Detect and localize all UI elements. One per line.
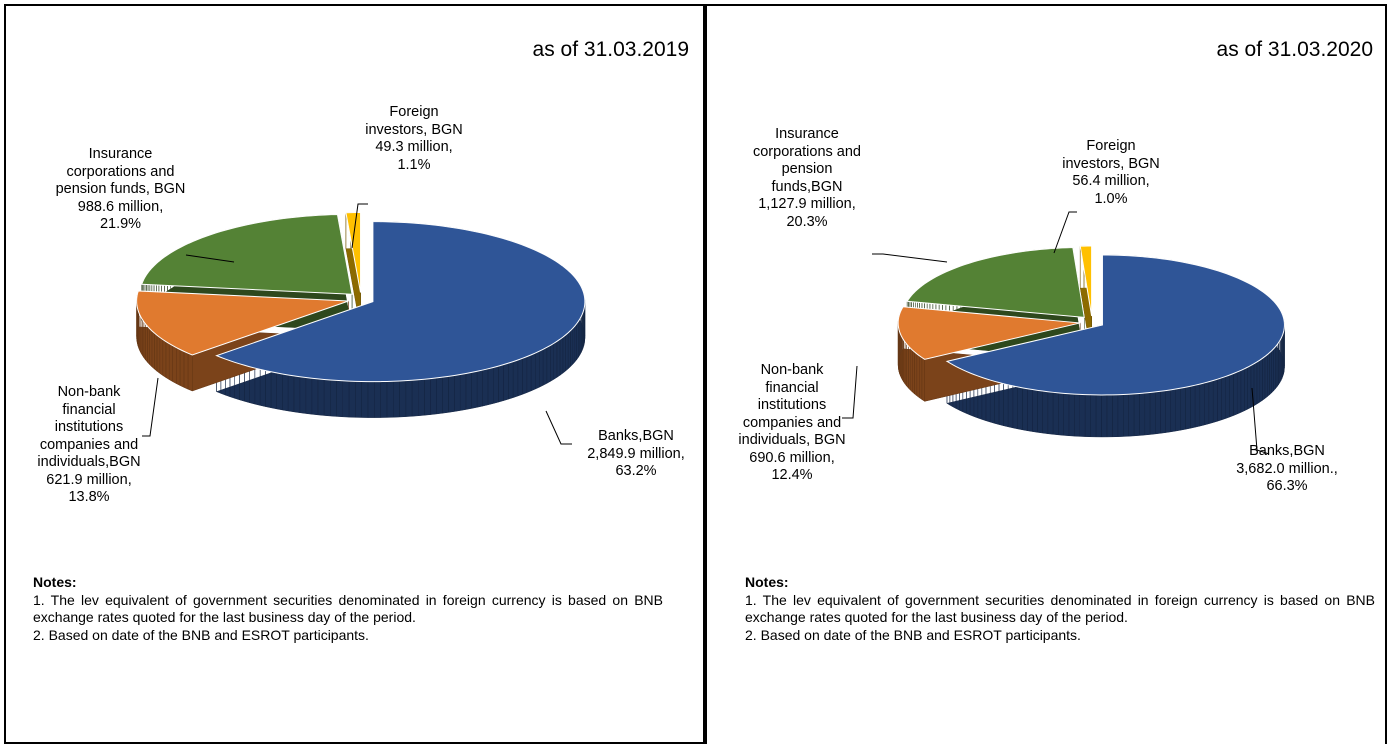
amount-label: 49.3 million, [375, 139, 453, 155]
leader-lines [142, 203, 572, 445]
amount-label: 56.4 million, [1072, 173, 1150, 189]
slice-label: Banks,BGN 3,682.0 million., 66.3% [1217, 443, 1357, 496]
category-label: Non-bank financial institutions companie… [738, 362, 846, 448]
amount-label: 3,682.0 million., [1236, 460, 1338, 477]
note: 1. The lev equivalent of government secu… [33, 591, 663, 626]
value-label: 63.2% [615, 463, 657, 479]
category-label: Insurance corporations and pension funds… [55, 146, 186, 197]
value-label: 21.9% [99, 216, 142, 232]
chart-title: as of 31.03.2020 [1216, 38, 1373, 61]
notes-heading: Notes: [33, 574, 77, 590]
slice-label: Non-bank financial institutions companie… [717, 362, 867, 485]
note: 2. Based on date of the BNB and ESROT pa… [33, 626, 369, 643]
leader-line [1053, 211, 1077, 254]
amount-label: 621.9 million, [46, 471, 132, 488]
amount-label: 2,849.9 million, [587, 445, 685, 462]
amount-label: 690.6 million, [749, 449, 835, 466]
slice [1079, 245, 1093, 317]
note: 2. Based on date of the BNB and ESROT pa… [745, 626, 1081, 643]
value-label: 12.4% [771, 467, 813, 483]
leader-line [842, 365, 858, 419]
notes: Notes: 1. The lev equivalent of governme… [33, 574, 663, 644]
slice [345, 212, 362, 293]
slice [897, 306, 1081, 360]
slice [945, 254, 1285, 396]
category-label: Foreign investors, BGN [1062, 138, 1160, 172]
note: 1. The lev equivalent of government secu… [745, 591, 1375, 626]
slice [141, 213, 353, 295]
leader-line [185, 254, 235, 263]
amount-label: 988.6 million, [77, 198, 164, 215]
slice [136, 290, 349, 356]
leader-lines [842, 211, 1270, 455]
slice [906, 247, 1085, 318]
notes-heading: Notes: [745, 574, 789, 590]
value-label: 66.3% [1266, 478, 1308, 494]
slice-label: Non-bank financial institutions companie… [14, 384, 164, 507]
slice-label: Banks,BGN 2,849.9 million, 63.2% [566, 428, 706, 481]
value-label: 1.0% [1094, 190, 1128, 207]
pie-chart [842, 211, 1285, 455]
category-label: Banks,BGN [598, 428, 674, 444]
slice-label: Foreign investors, BGN 56.4 million, 1.0% [1051, 138, 1171, 208]
leader-line [1251, 387, 1270, 455]
chart-panel: as of 31.03.2020 Notes: 1. The lev equiv… [704, 4, 1387, 744]
slice-label: Insurance corporations and pension funds… [28, 146, 213, 234]
value-label: 1.1% [397, 156, 431, 173]
leader-line [872, 253, 948, 263]
notes: Notes: 1. The lev equivalent of governme… [745, 574, 1375, 644]
chart-panel: as of 31.03.2019 Notes: 1. The lev equiv… [4, 4, 705, 744]
pie-chart [136, 203, 586, 445]
category-label: Non-bank financial institutions companie… [37, 384, 141, 470]
category-label: Banks,BGN [1249, 443, 1325, 459]
category-label: Foreign investors, BGN [365, 104, 463, 138]
slice [215, 221, 586, 383]
leader-line [545, 410, 572, 445]
amount-label: 1,127.9 million, [758, 196, 856, 212]
category-label: Insurance corporations and pension funds… [752, 126, 861, 195]
value-label: 13.8% [68, 489, 110, 505]
value-label: 20.3% [786, 213, 828, 230]
chart-title: as of 31.03.2019 [532, 38, 689, 61]
slice-label: Insurance corporations and pension funds… [717, 126, 897, 231]
leader-line [351, 203, 368, 249]
slice-label: Foreign investors, BGN 49.3 million, 1.1% [354, 104, 474, 174]
leader-line [142, 377, 159, 437]
